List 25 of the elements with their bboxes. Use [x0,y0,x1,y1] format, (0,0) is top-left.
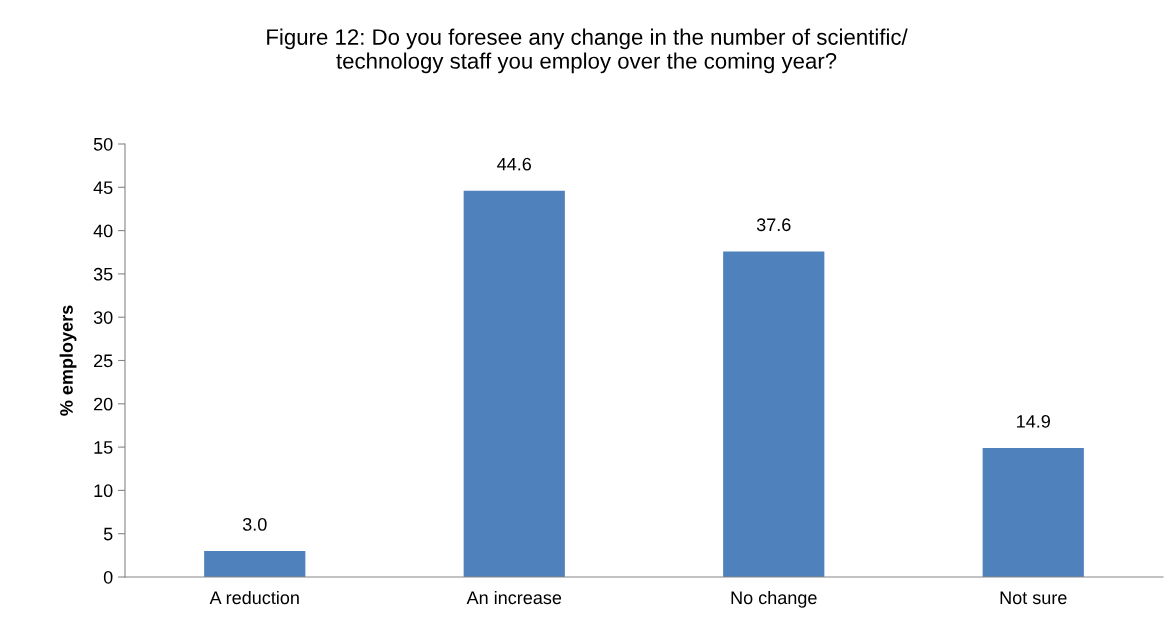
data-label: 44.6 [497,157,532,171]
bar [982,447,1084,577]
y-tick-label: 15 [94,441,113,454]
y-tick-label: 10 [94,484,113,498]
bar [723,251,825,577]
x-tick-label: Not sure [1000,591,1067,605]
chart-title: Figure 12: Do you foresee any change in the number of scientific/ technology staff you employ over the coming year? [267,28,908,74]
data-label: 14.9 [1017,414,1050,428]
y-tick-label: 35 [93,267,113,281]
x-tick-label: An increase [466,590,562,605]
y-tick-label: 30 [93,311,113,324]
data-label: 3.0 [242,518,267,531]
y-tick-label: 40 [93,224,113,238]
bar [204,551,306,577]
x-tick-label: No change [731,590,817,608]
y-tick-label: 5 [103,527,113,541]
y-tick-label: 0 [103,570,113,584]
y-tick-label: 50 [93,137,113,151]
y-tick-label: 45 [93,181,113,195]
bar [463,190,565,577]
data-label: 37.6 [756,218,791,232]
y-tick-label: 20 [94,397,113,411]
x-tick-label: A reduction [209,590,299,605]
y-tick-label: 25 [94,354,113,368]
y-axis-title: % employers [59,305,77,416]
